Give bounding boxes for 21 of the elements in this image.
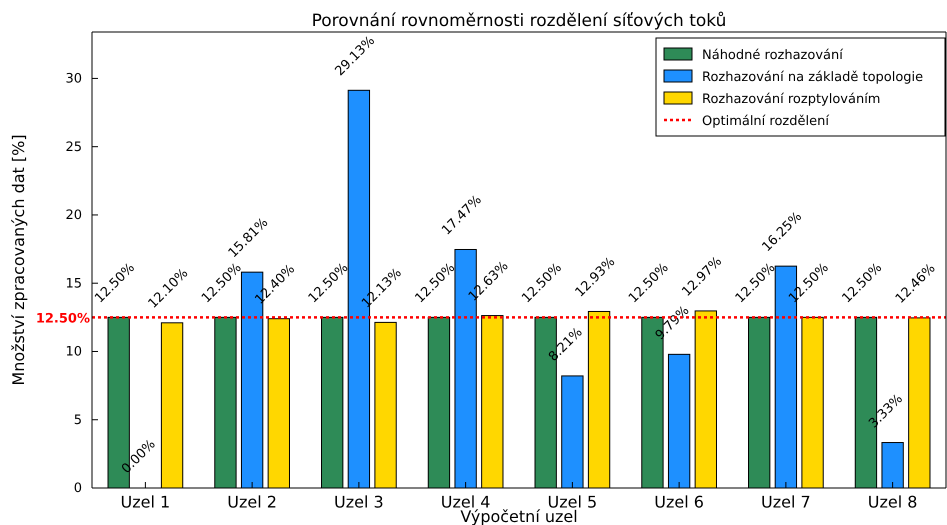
legend-label: Rozhazování na základě topologie (702, 70, 924, 85)
y-tick-label: 10 (65, 344, 82, 360)
y-tick-label: 20 (65, 208, 82, 224)
x-axis-title: Výpočetní uzel (460, 507, 578, 525)
y-axis-title: Množství zpracovaných dat [%] (9, 134, 28, 386)
chart-title: Porovnání rovnoměrnosti rozdělení síťových toků (312, 11, 726, 31)
x-tick-label: Uzel 1 (120, 492, 170, 512)
x-tick-label: Uzel 2 (227, 492, 277, 512)
y-tick-label: 25 (65, 140, 82, 155)
y-tick-label: 15 (65, 276, 82, 292)
x-tick-label: Uzel 8 (868, 492, 918, 512)
text: 12.50% (36, 311, 90, 326)
y-tick-label: 5 (74, 412, 82, 428)
x-tick-label: Uzel 6 (654, 492, 704, 512)
y-tick-label: 0 (74, 481, 82, 496)
legend-label: Rozhazování rozptylováním (702, 92, 880, 107)
x-tick-label: Uzel 3 (334, 492, 384, 512)
legend-label: Optimální rozdělení (702, 114, 830, 129)
x-tick-label: Uzel 7 (761, 492, 811, 512)
legend-label: Náhodné rozhazování (702, 48, 844, 63)
y-tick-label: 30 (65, 72, 82, 87)
